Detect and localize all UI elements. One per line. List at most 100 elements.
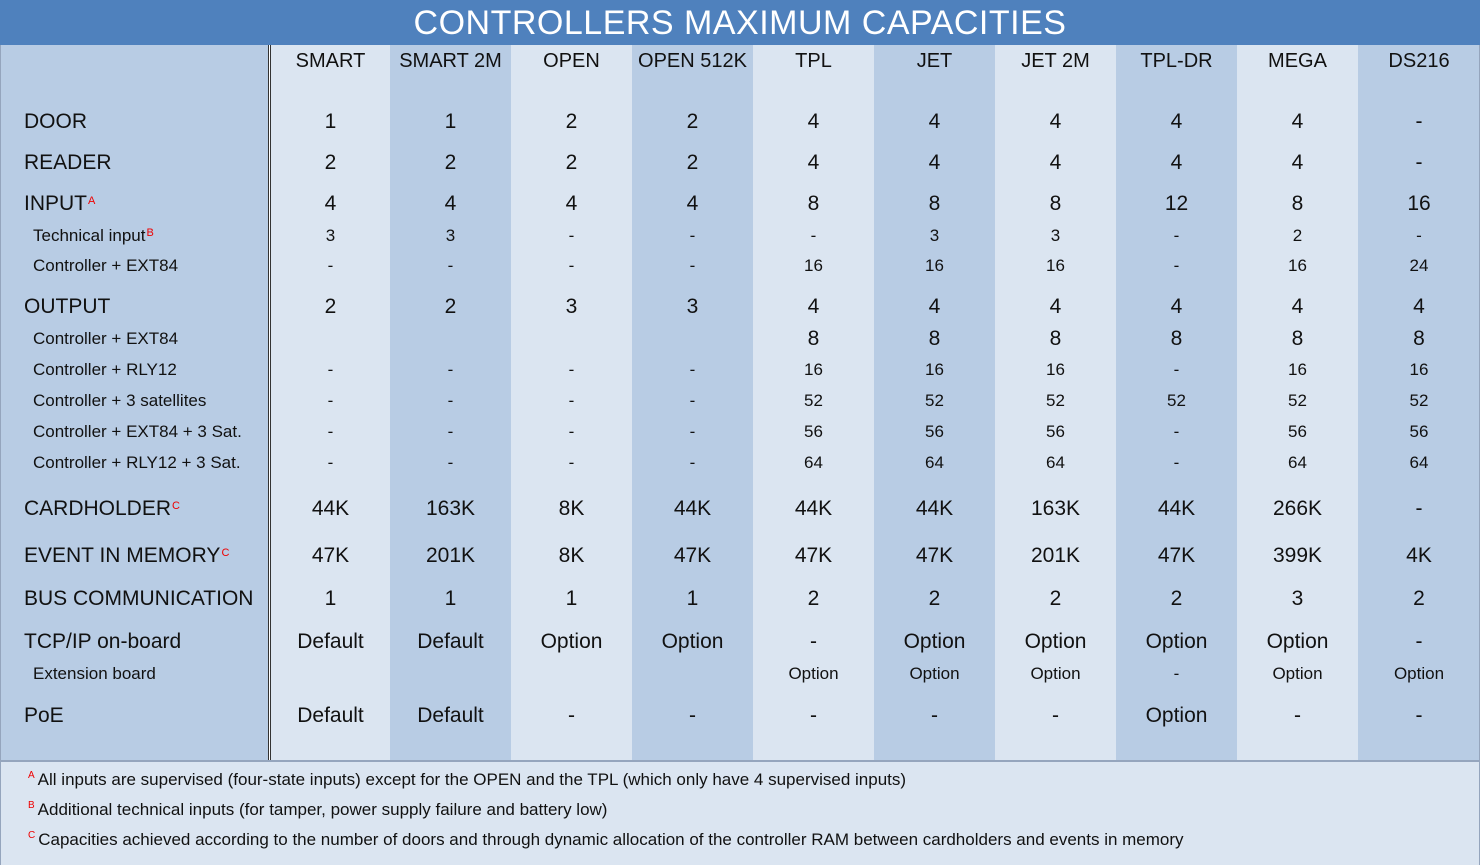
page-title: CONTROLLERS MAXIMUM CAPACITIES: [0, 0, 1480, 45]
table-cell: 44K: [794, 497, 833, 520]
table-cell: -: [568, 704, 575, 727]
table-cell: Option: [788, 664, 839, 683]
column-background: [390, 45, 511, 760]
table-cell: -: [568, 360, 575, 379]
table-cell: Option: [1145, 704, 1208, 727]
table-cell: 4: [1049, 110, 1062, 133]
footnote-text: Capacities achieved according to the num…: [38, 830, 1184, 849]
row-label: Controller + EXT84: [33, 254, 178, 278]
table-cell: [511, 327, 632, 351]
table-cell: Option: [1030, 664, 1081, 683]
table-cell: 4K: [1406, 544, 1432, 567]
table-cell: 2: [928, 587, 941, 610]
table-cell: 4: [928, 295, 941, 318]
table-cell: 47K: [1157, 544, 1196, 567]
footnote-line: A All inputs are supervised (four-state i…: [28, 769, 906, 791]
table-cell: 8: [1291, 192, 1304, 215]
table-cell: 2: [686, 110, 699, 133]
column-header: SMART: [295, 50, 366, 72]
row-label-text: TCP/IP on-board: [24, 630, 182, 653]
row-label-column: [0, 45, 268, 760]
row-label-text: Controller + RLY12 + 3 Sat.: [33, 453, 241, 472]
row-label: Technical inputB: [33, 224, 154, 248]
footnote-line: C Capacities achieved according to the nu…: [28, 829, 1184, 851]
table-cell: 16: [804, 360, 823, 379]
table-cell: -: [447, 360, 454, 379]
table-cell: 3: [929, 226, 940, 245]
column-background: [1237, 45, 1358, 760]
table-cell: 1: [444, 587, 457, 610]
table-cell: -: [689, 360, 696, 379]
table-cell: 8: [807, 327, 820, 350]
table-cell: 52: [1167, 391, 1186, 410]
table-cell: 4: [324, 192, 337, 215]
table-cell: -: [1415, 704, 1423, 727]
row-label-text: OUTPUT: [24, 295, 111, 318]
table-cell: Default: [297, 704, 364, 727]
table-cell: 4: [1413, 295, 1425, 318]
table-cell: -: [689, 226, 696, 245]
column-background: [1358, 45, 1480, 760]
table-cell: [390, 327, 511, 351]
table-cell: 4: [1291, 110, 1304, 133]
row-label: INPUTA: [24, 192, 95, 216]
table-cell: -: [1415, 497, 1423, 520]
row-label: PoE: [24, 704, 64, 728]
table-cell: -: [689, 256, 696, 275]
table-cell: -: [689, 391, 696, 410]
table-cell: 56: [1288, 422, 1307, 441]
table-cell: -: [327, 453, 334, 472]
row-label-text: BUS COMMUNICATION: [24, 587, 254, 610]
column-background: [753, 45, 874, 760]
row-label: Extension board: [33, 662, 156, 686]
row-label-text: INPUT: [24, 192, 87, 215]
table-cell: 1: [444, 110, 457, 133]
row-label: Controller + 3 satellites: [33, 389, 206, 413]
table-cell: 64: [1046, 453, 1065, 472]
row-label-text: Controller + RLY12: [33, 360, 177, 379]
table-cell: [632, 327, 753, 351]
table-cell: 16: [925, 256, 944, 275]
table-cell: 2: [324, 295, 337, 318]
table-cell: 8: [1049, 192, 1062, 215]
table-cell: 44K: [915, 497, 954, 520]
table-cell: 2: [1413, 587, 1425, 610]
table-cell: Default: [297, 630, 364, 653]
table-cell: 3: [325, 226, 336, 245]
table-cell: 2: [324, 151, 337, 174]
table-cell: 47K: [794, 544, 833, 567]
table-cell: -: [1416, 226, 1422, 245]
table-cell: 3: [1050, 226, 1061, 245]
table-cell: 4: [928, 110, 941, 133]
table-cell: 2: [807, 587, 820, 610]
row-label-text: CARDHOLDER: [24, 497, 172, 520]
table-cell: -: [327, 360, 334, 379]
footnote-mark: B: [28, 800, 35, 811]
table-cell: 8: [928, 327, 941, 350]
table-cell: -: [1052, 704, 1059, 727]
table-cell: 4: [1170, 110, 1183, 133]
table-cell: -: [1173, 664, 1180, 683]
table-cell: 16: [925, 360, 944, 379]
row-label: Controller + RLY12 + 3 Sat.: [33, 451, 241, 475]
table-cell: Default: [417, 704, 484, 727]
table-cell: -: [1415, 110, 1423, 133]
table-cell: 4: [1291, 295, 1304, 318]
table-cell: 201K: [1030, 544, 1081, 567]
table-cell: 16: [1407, 192, 1431, 215]
column-header: JET 2M: [1021, 50, 1090, 72]
table-cell: 56: [925, 422, 944, 441]
table-cell: Option: [661, 630, 724, 653]
footnotes: A All inputs are supervised (four-state i…: [0, 760, 1480, 865]
table-cell: 8: [1413, 327, 1425, 350]
table-cell: 4: [807, 110, 820, 133]
column-background: [271, 45, 390, 760]
column-background: [511, 45, 632, 760]
row-label-text: EVENT IN MEMORY: [24, 544, 221, 567]
table-cell: 2: [444, 151, 457, 174]
table-cell: 163K: [425, 497, 476, 520]
column-background: [1116, 45, 1237, 760]
table-cell: -: [568, 453, 575, 472]
table-cell: 8: [1170, 327, 1183, 350]
